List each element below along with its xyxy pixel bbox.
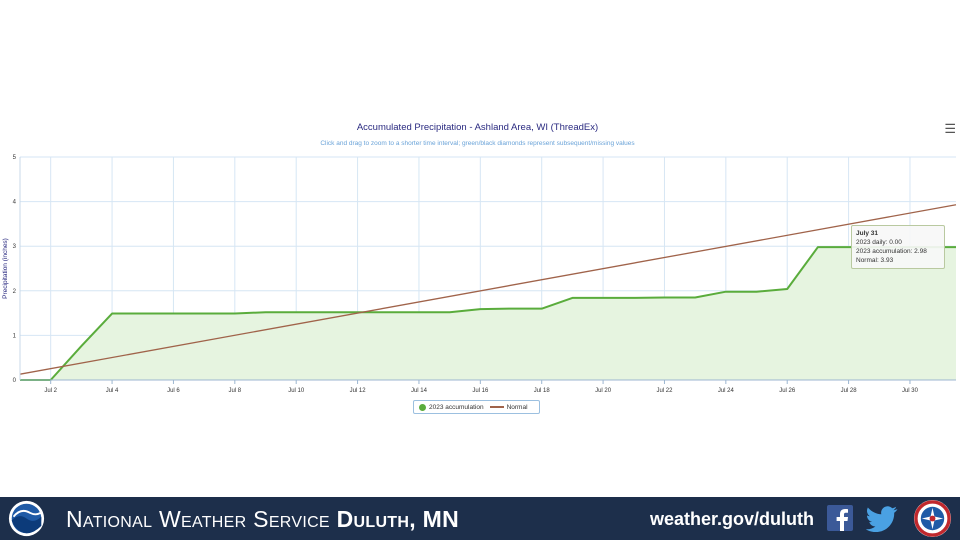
noaa-logo-icon <box>8 500 45 537</box>
x-tick-label: Jul 6 <box>167 388 180 394</box>
legend-item-normal[interactable]: Normal <box>489 403 528 411</box>
legend-label-normal: Normal <box>506 403 528 411</box>
x-tick-label: Jul 14 <box>411 388 428 394</box>
y-axis-title: Precipitation (inches) <box>2 238 9 299</box>
precipitation-plot[interactable]: 0 1 2 3 4 5 Jul 2 Jul 4 Jul 6 Jul 8 Jul 10 Jul 12 Ju… <box>0 110 960 420</box>
y-tick-label: 1 <box>13 333 17 339</box>
footer-organization: National Weather Service Duluth, MN <box>66 507 459 531</box>
y-tick-label: 2 <box>13 289 17 295</box>
legend-item-accumulation[interactable]: 2023 accumulation <box>419 403 484 411</box>
x-tick-label: Jul 12 <box>350 388 367 394</box>
twitter-icon[interactable] <box>866 506 898 532</box>
x-tick-label: Jul 22 <box>656 388 673 394</box>
footer-banner: National Weather Service Duluth, MN weat… <box>0 497 960 540</box>
tooltip-normal: Normal: 3.93 <box>856 257 894 264</box>
y-tick-label: 5 <box>13 155 17 161</box>
x-tick-label: Jul 30 <box>902 388 919 394</box>
x-tick-label: Jul 28 <box>841 388 858 394</box>
y-tick-label: 0 <box>13 378 17 384</box>
legend-marker-normal <box>489 406 504 408</box>
x-tick-label: Jul 18 <box>534 388 551 394</box>
footer-org-name: National Weather Service <box>66 506 337 532</box>
y-tick-label: 4 <box>13 200 17 206</box>
chart-container: Accumulated Precipitation - Ashland Area… <box>0 110 960 420</box>
tooltip-date: July 31 <box>856 230 879 237</box>
x-tick-label: Jul 16 <box>472 388 489 394</box>
legend-label-accumulation: 2023 accumulation <box>429 403 484 411</box>
accumulation-area-fill <box>20 247 956 380</box>
nws-logo-icon <box>913 499 952 538</box>
chart-title: Accumulated Precipitation - Ashland Area… <box>356 122 599 133</box>
footer-url-link[interactable]: weather.gov/duluth <box>650 509 815 529</box>
x-tick-label: Jul 26 <box>779 388 796 394</box>
x-tick-label: Jul 24 <box>718 388 735 394</box>
x-tick-label: Jul 4 <box>106 388 119 394</box>
chart-legend: 2023 accumulation Normal <box>413 400 540 414</box>
tooltip-daily: 2023 daily: 0.00 <box>856 239 902 246</box>
axes: 0 1 2 3 4 5 Jul 2 Jul 4 Jul 6 Jul 8 Jul 10 Jul 12 Ju… <box>2 155 956 394</box>
x-tick-label: Jul 2 <box>44 388 57 394</box>
chart-subtitle: Click and drag to zoom to a shorter time… <box>320 140 635 147</box>
legend-marker-accumulation <box>419 403 426 411</box>
normal-series-line <box>19 204 957 375</box>
hamburger-menu-icon[interactable]: ☰ <box>944 121 956 136</box>
y-tick-label: 3 <box>13 244 17 250</box>
facebook-icon[interactable] <box>827 505 853 531</box>
tooltip-accumulation: 2023 accumulation: 2.98 <box>856 248 927 255</box>
x-tick-label: Jul 8 <box>228 388 241 394</box>
data-tooltip: July 31 2023 daily: 0.00 2023 accumulati… <box>851 225 945 269</box>
x-tick-label: Jul 10 <box>288 388 305 394</box>
x-tick-label: Jul 20 <box>595 388 612 394</box>
accumulation-series-line <box>20 246 956 381</box>
footer-office-name: Duluth, MN <box>336 506 459 532</box>
